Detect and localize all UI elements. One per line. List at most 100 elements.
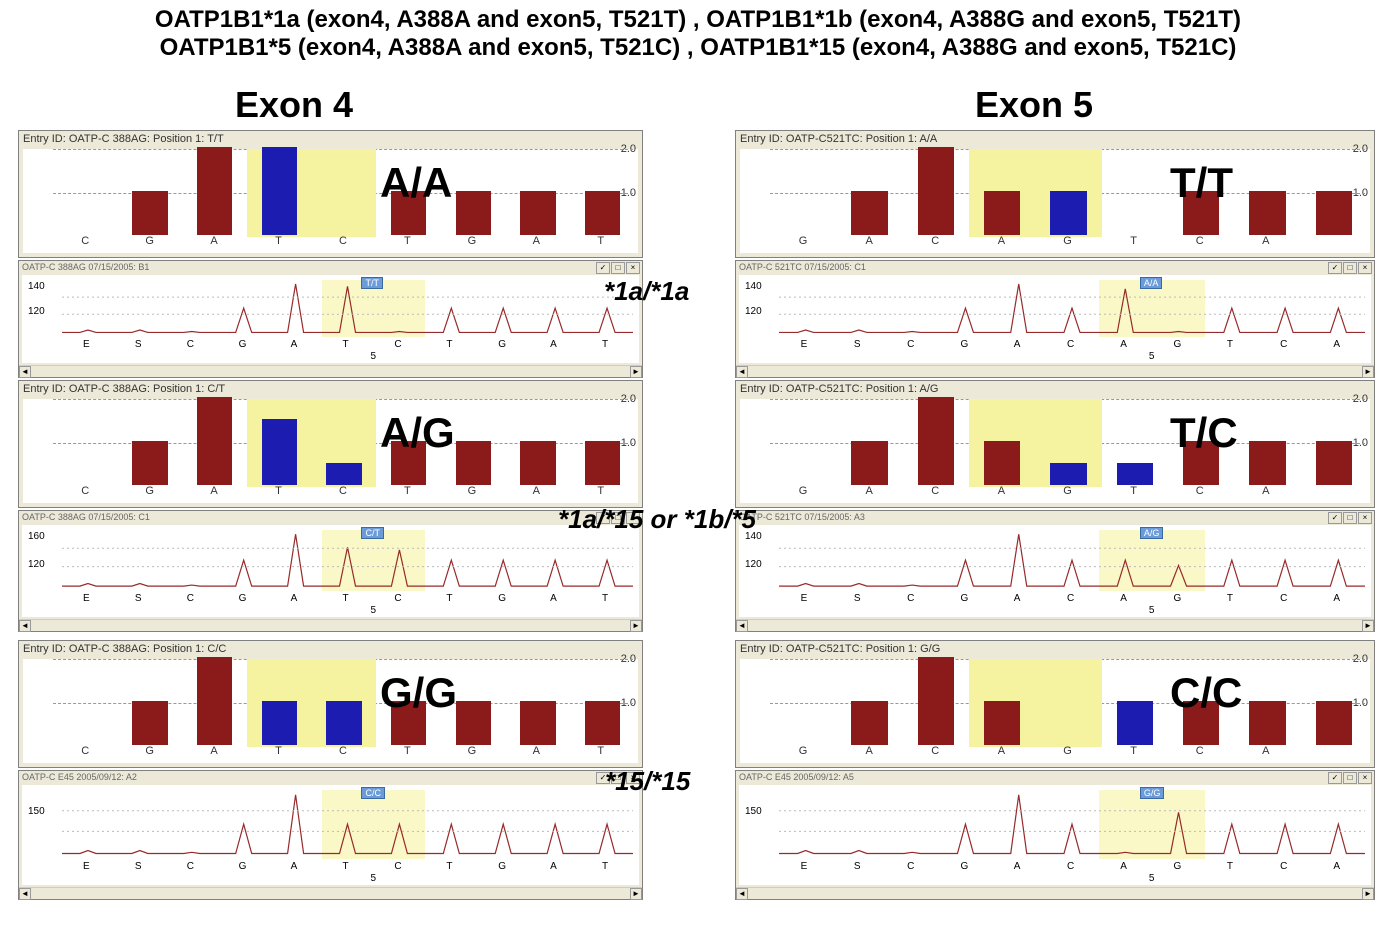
window-btn[interactable]: × <box>1358 512 1372 524</box>
histogram-panel: Entry ID: OATP-C521TC: Position 1: A/G1.… <box>735 380 1375 508</box>
pyro-area: 120160ESCGATCTGAT5C/T <box>22 525 639 617</box>
window-buttons: ✓□× <box>1327 772 1372 784</box>
pyro-xlabel: A <box>1120 861 1127 872</box>
scrollbar[interactable]: ◄► <box>736 365 1374 377</box>
bar <box>1249 701 1285 745</box>
window-btn[interactable]: × <box>1358 262 1372 274</box>
scrollbar[interactable]: ◄► <box>736 887 1374 899</box>
scroll-left[interactable]: ◄ <box>736 888 748 900</box>
bar <box>918 657 954 745</box>
pyro-pos-label: 5 <box>1149 605 1155 616</box>
scrollbar[interactable]: ◄► <box>19 887 642 899</box>
pyro-xlabel: A <box>1120 339 1127 350</box>
genotype-label: T/T <box>1170 159 1233 207</box>
scrollbar[interactable]: ◄► <box>19 365 642 377</box>
pyro-xlabel: A <box>1014 593 1021 604</box>
bar <box>456 191 492 235</box>
scrollbar[interactable]: ◄► <box>736 619 1374 631</box>
x-label: C <box>902 745 968 763</box>
pyro-trace <box>22 275 639 363</box>
x-label: T <box>246 745 310 763</box>
bar <box>1249 191 1285 235</box>
call-badge: C/C <box>361 787 385 799</box>
x-label: A <box>182 235 246 253</box>
pyro-trace <box>739 785 1371 885</box>
scroll-left[interactable]: ◄ <box>19 888 31 900</box>
pyro-xlabel: A <box>291 339 298 350</box>
scroll-left[interactable]: ◄ <box>736 620 748 632</box>
scroll-right[interactable]: ► <box>630 620 642 632</box>
pyro-xlabel: G <box>1174 339 1182 350</box>
call-badge: A/A <box>1140 277 1163 289</box>
pyro-area: 150ESCGATCTGAT5C/C <box>22 785 639 885</box>
bar <box>520 191 556 235</box>
x-labels: GACAGTCA <box>770 235 1365 253</box>
pyro-xlabel: C <box>1067 593 1074 604</box>
window-btn[interactable]: □ <box>1343 262 1357 274</box>
bar <box>851 701 887 745</box>
scroll-left[interactable]: ◄ <box>19 366 31 378</box>
scroll-right[interactable]: ► <box>630 366 642 378</box>
pyro-xlabel: C <box>1280 593 1287 604</box>
pyro-xlabel: G <box>960 339 968 350</box>
bar <box>1316 701 1352 745</box>
pyro-xlabel: A <box>550 593 557 604</box>
window-btn[interactable]: ✓ <box>1328 512 1342 524</box>
panel-title: Entry ID: OATP-C521TC: Position 1: A/G <box>736 381 1374 397</box>
scroll-right[interactable]: ► <box>1362 366 1374 378</box>
pyro-area: 120140ESCGACAGTCA5A/A <box>739 275 1371 363</box>
histogram-panel: Entry ID: OATP-C 388AG: Position 1: C/T1… <box>18 380 643 508</box>
bar <box>262 701 298 745</box>
pyro-xlabel: C <box>1067 339 1074 350</box>
x-label: C <box>902 485 968 503</box>
window-buttons: ✓□× <box>1327 512 1372 524</box>
column-title-exon4: Exon 4 <box>235 84 353 126</box>
x-label: T <box>1101 745 1167 763</box>
x-label: A <box>968 485 1034 503</box>
x-label: T <box>375 485 439 503</box>
bar <box>984 441 1020 485</box>
x-label: G <box>770 485 836 503</box>
window-btn[interactable]: ✓ <box>1328 262 1342 274</box>
pyro-xlabel: G <box>239 339 247 350</box>
window-btn[interactable]: × <box>1358 772 1372 784</box>
scroll-left[interactable]: ◄ <box>19 620 31 632</box>
pyro-xlabel: E <box>83 339 90 350</box>
window-btn[interactable]: □ <box>1343 772 1357 784</box>
pyro-xlabel: S <box>135 593 142 604</box>
histogram-panel: Entry ID: OATP-C 388AG: Position 1: C/C1… <box>18 640 643 768</box>
genotype-label: C/C <box>1170 669 1242 717</box>
window-btn[interactable]: ✓ <box>596 262 610 274</box>
x-label: C <box>53 235 117 253</box>
pyro-title: OATP-C 388AG 07/15/2005: C1 <box>19 511 642 523</box>
bar <box>326 463 362 485</box>
pyro-xlabel: T <box>1227 861 1233 872</box>
scroll-right[interactable]: ► <box>1362 620 1374 632</box>
x-label: G <box>117 745 181 763</box>
pyro-xlabel: E <box>83 861 90 872</box>
x-label: A <box>836 485 902 503</box>
window-btn[interactable]: □ <box>1343 512 1357 524</box>
x-label: C <box>1167 235 1233 253</box>
x-label: G <box>440 745 504 763</box>
x-label: A <box>1233 485 1299 503</box>
x-label: C <box>1167 745 1233 763</box>
pyro-xlabel: A <box>1333 593 1340 604</box>
x-labels: CGATCTGAT <box>53 745 633 763</box>
scroll-right[interactable]: ► <box>1362 888 1374 900</box>
bar <box>520 701 556 745</box>
bar <box>262 419 298 485</box>
pyro-xlabel: S <box>854 861 861 872</box>
window-btn[interactable]: □ <box>611 262 625 274</box>
pyro-xlabel: A <box>550 861 557 872</box>
x-label: A <box>182 745 246 763</box>
pyro-area: 120140ESCGATCTGAT5T/T <box>22 275 639 363</box>
window-btn[interactable]: ✓ <box>1328 772 1342 784</box>
scrollbar[interactable]: ◄► <box>19 619 642 631</box>
pyro-xlabel: G <box>498 593 506 604</box>
bar <box>1117 463 1153 485</box>
window-btn[interactable]: × <box>626 262 640 274</box>
scroll-left[interactable]: ◄ <box>736 366 748 378</box>
pyro-xlabel: A <box>1333 861 1340 872</box>
scroll-right[interactable]: ► <box>630 888 642 900</box>
